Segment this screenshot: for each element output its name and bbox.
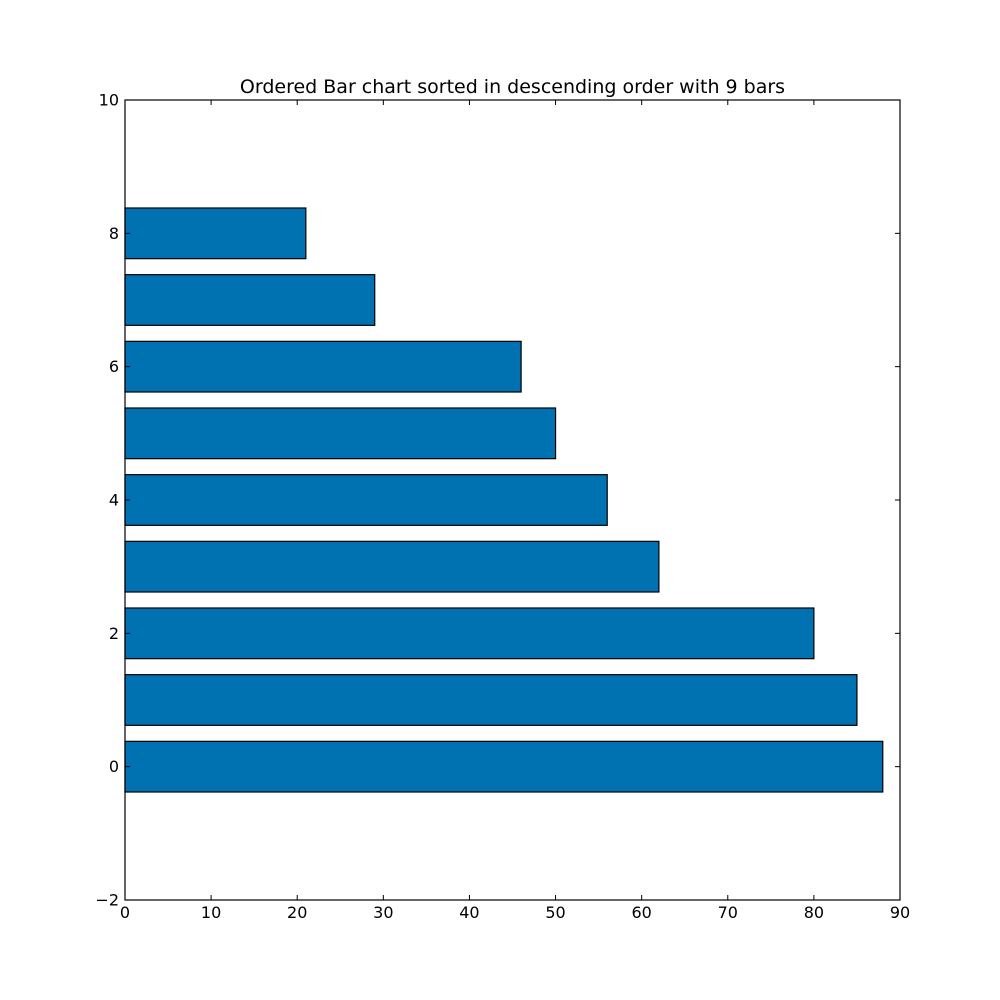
x-tick-label-0: 0 [120, 903, 130, 922]
bar-6 [124, 340, 522, 393]
y-tick-label-4: 4 [109, 491, 119, 510]
y-tick-label-6: 6 [109, 357, 119, 376]
bar-1 [124, 674, 858, 726]
bar-8 [124, 207, 307, 260]
bar-0 [124, 740, 884, 793]
bar-5 [124, 407, 557, 460]
chart-title: Ordered Bar chart sorted in descending o… [240, 76, 785, 98]
plot-frame [124, 99, 901, 901]
x-tick-label-40: 40 [459, 903, 479, 922]
bars-layer [124, 207, 884, 793]
bar-7 [124, 274, 376, 326]
y-tick-label-10: 10 [99, 91, 119, 110]
y-tick-label-8: 8 [109, 224, 119, 243]
bar-3 [124, 540, 660, 593]
x-tick-label-50: 50 [545, 903, 565, 922]
y-tick-label--2: −2 [95, 891, 119, 910]
x-tick-label-80: 80 [804, 903, 824, 922]
y-tick-label-0: 0 [109, 757, 119, 776]
x-tick-label-60: 60 [631, 903, 651, 922]
x-tick-label-90: 90 [890, 903, 910, 922]
x-tick-label-20: 20 [287, 903, 307, 922]
bar-2 [124, 607, 815, 660]
x-tick-label-30: 30 [373, 903, 393, 922]
x-tick-label-10: 10 [201, 903, 221, 922]
x-tick-label-70: 70 [718, 903, 738, 922]
bar-4 [124, 474, 608, 526]
y-tick-label-2: 2 [109, 624, 119, 643]
